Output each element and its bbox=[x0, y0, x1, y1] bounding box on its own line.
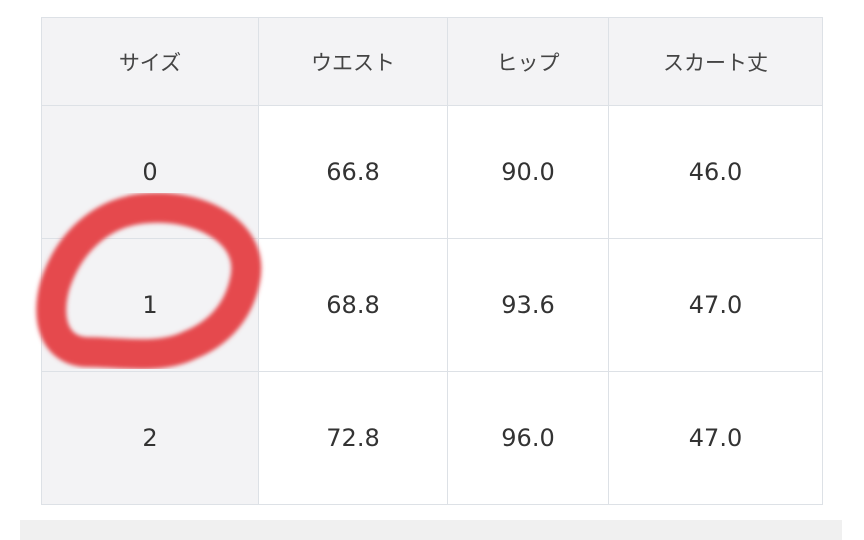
cell-waist: 66.8 bbox=[258, 105, 448, 239]
cell-skirt-length: 47.0 bbox=[608, 371, 823, 505]
cell-hip: 90.0 bbox=[447, 105, 609, 239]
header-waist: ウエスト bbox=[258, 17, 448, 106]
header-size: サイズ bbox=[41, 17, 259, 106]
bottom-bar bbox=[20, 520, 842, 540]
cell-skirt-length: 46.0 bbox=[608, 105, 823, 239]
cell-size: 1 bbox=[41, 238, 259, 372]
cell-size: 2 bbox=[41, 371, 259, 505]
cell-hip: 93.6 bbox=[447, 238, 609, 372]
cell-waist: 72.8 bbox=[258, 371, 448, 505]
cell-hip: 96.0 bbox=[447, 371, 609, 505]
table-row: 0 66.8 90.0 46.0 bbox=[41, 105, 823, 239]
table-header-row: サイズ ウエスト ヒップ スカート丈 bbox=[41, 17, 823, 106]
cell-skirt-length: 47.0 bbox=[608, 238, 823, 372]
header-skirt-length: スカート丈 bbox=[608, 17, 823, 106]
table-row: 2 72.8 96.0 47.0 bbox=[41, 371, 823, 505]
cell-waist: 68.8 bbox=[258, 238, 448, 372]
cell-size: 0 bbox=[41, 105, 259, 239]
header-hip: ヒップ bbox=[447, 17, 609, 106]
size-table: サイズ ウエスト ヒップ スカート丈 0 66.8 90.0 46.0 1 68… bbox=[41, 17, 823, 505]
table-row: 1 68.8 93.6 47.0 bbox=[41, 238, 823, 372]
